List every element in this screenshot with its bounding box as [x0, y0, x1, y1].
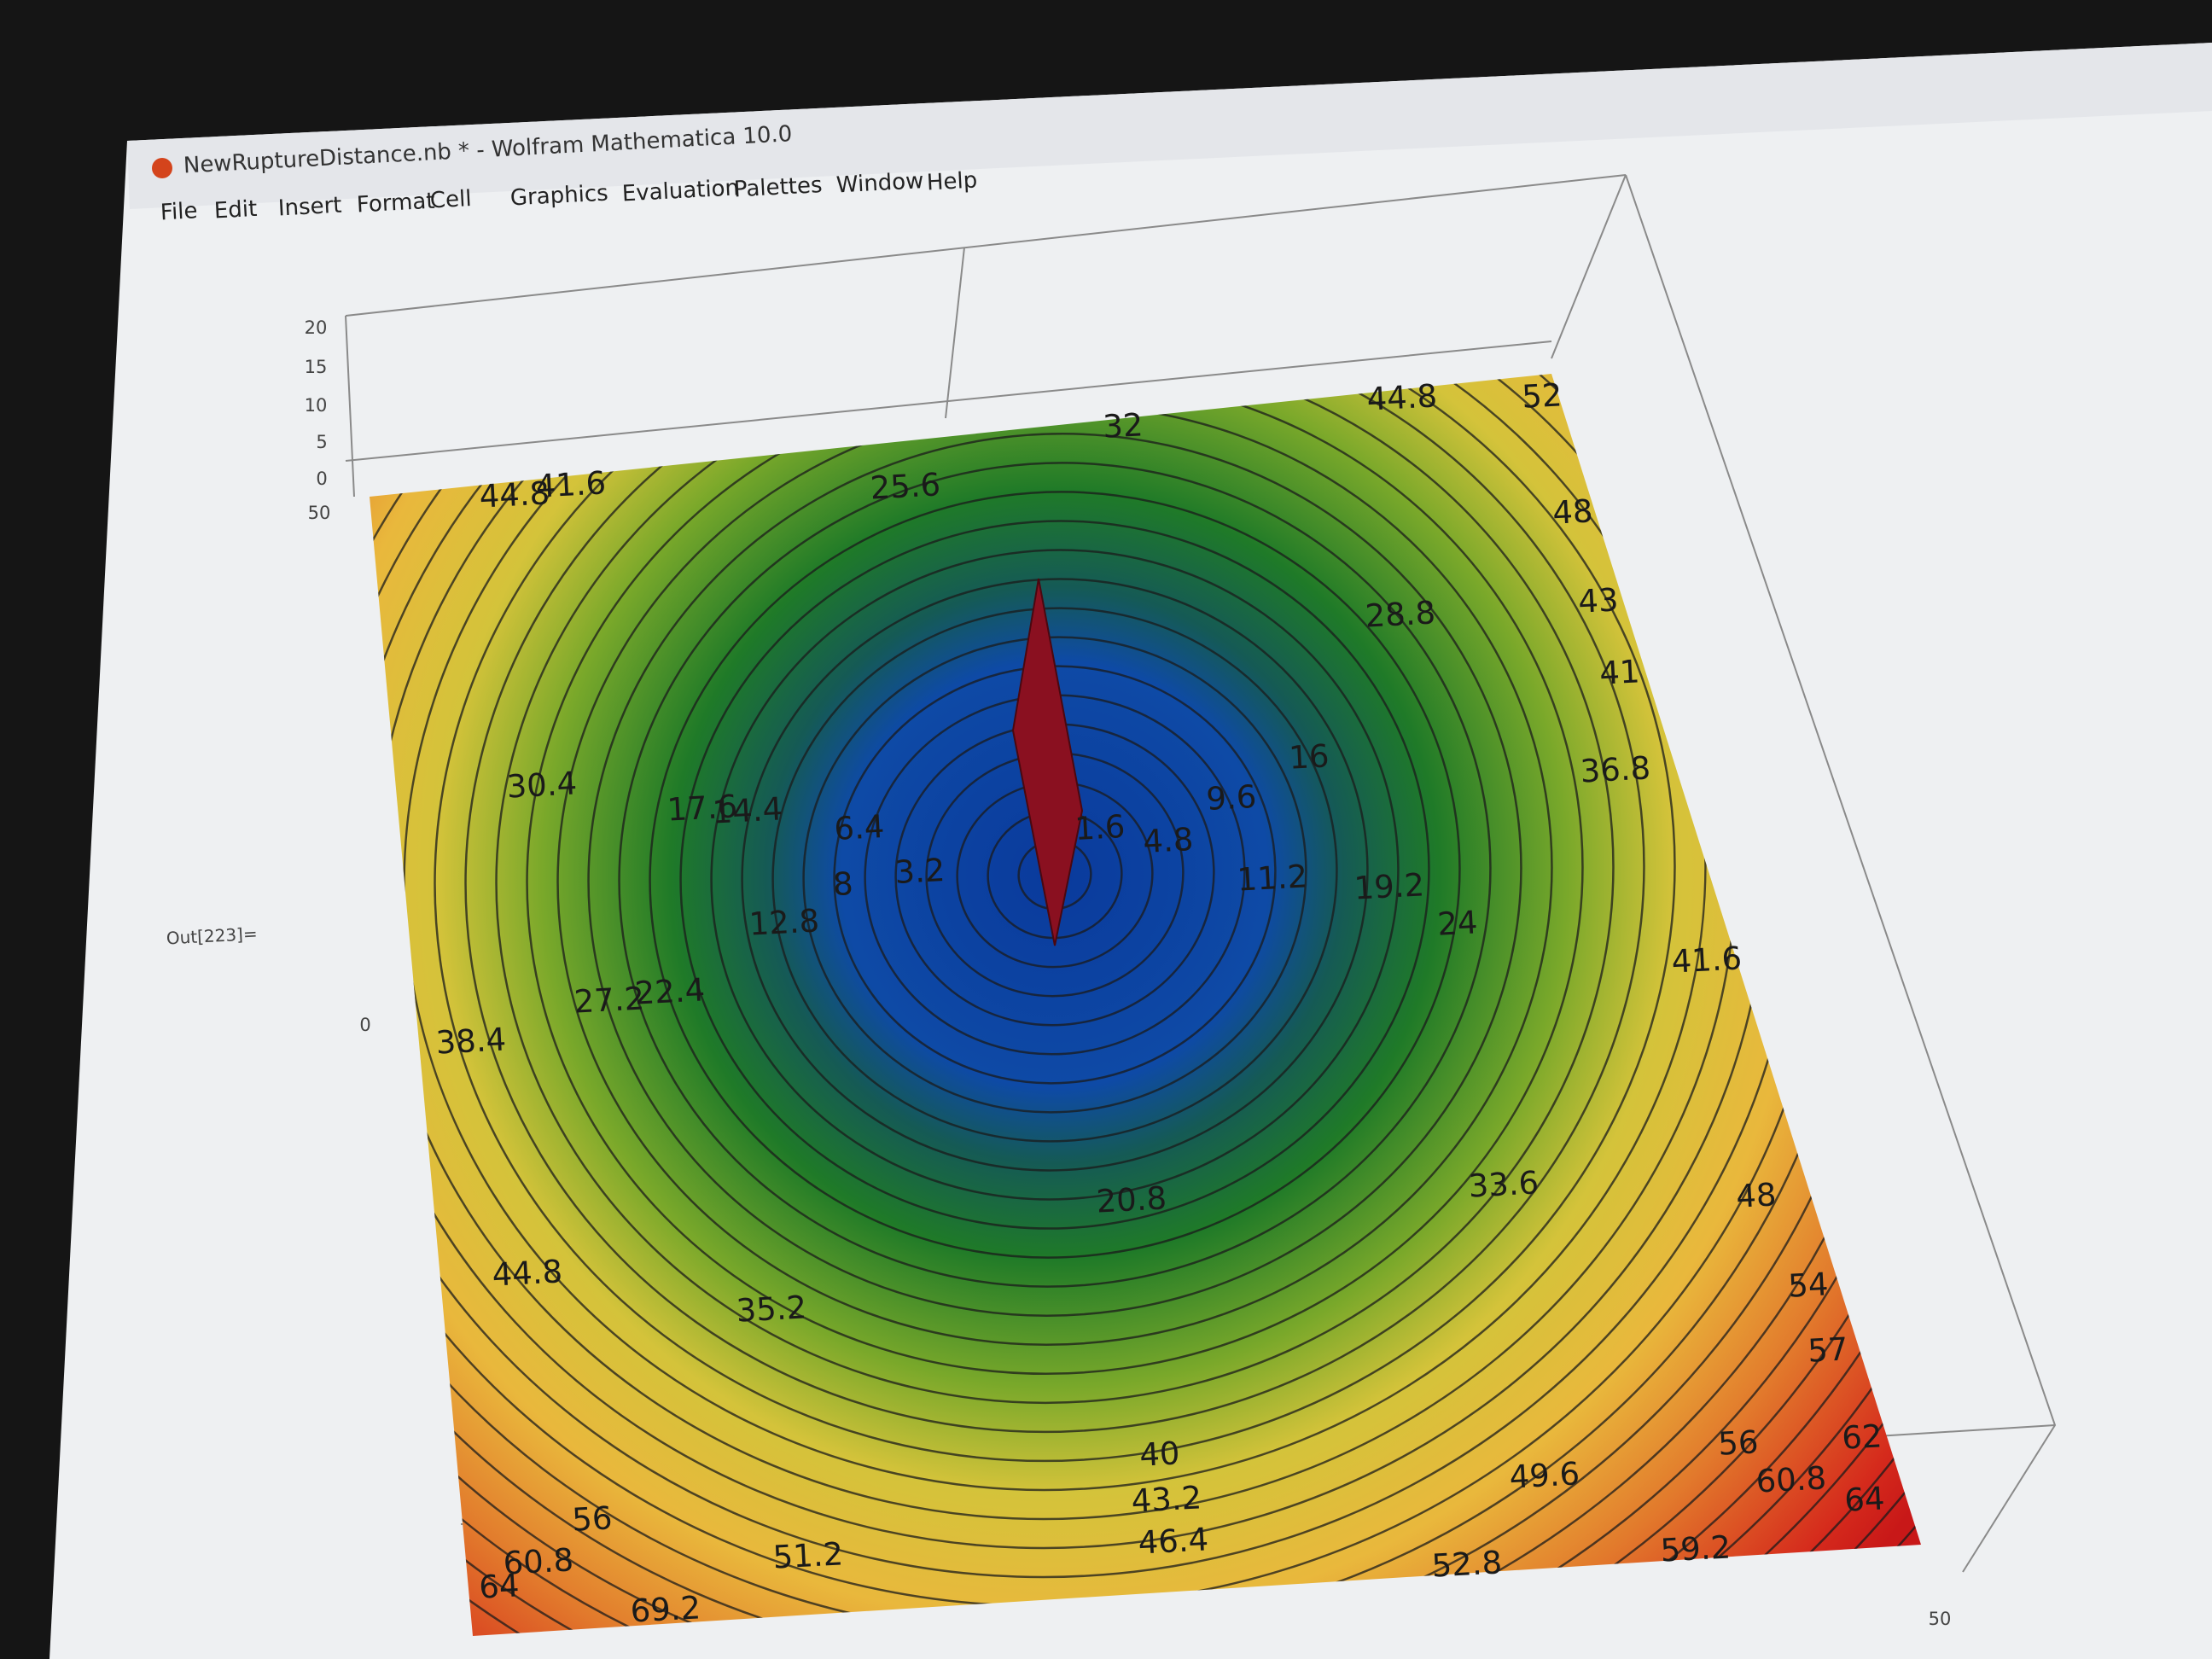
contour-label: 33.6 [1468, 1164, 1540, 1204]
contour-label: 6.4 [833, 808, 885, 847]
z-tick-label: 10 [305, 395, 328, 416]
contour-label: 35.2 [736, 1289, 808, 1329]
contour-label: 69.2 [630, 1589, 702, 1629]
contour-label: 17.6 [667, 788, 739, 828]
contour-label: 24 [1436, 904, 1478, 942]
y-tick-label: 50 [308, 503, 331, 523]
menu-item[interactable]: Cell [429, 186, 472, 214]
x-tick-label: 50 [1929, 1609, 1952, 1629]
contour-ring [649, 491, 1461, 1259]
contour-label: 48 [1735, 1176, 1777, 1214]
contour-label: 19.2 [1353, 866, 1426, 906]
contour-label: 52 [1521, 376, 1563, 415]
contour-label: 8 [832, 865, 854, 903]
contour-ring [434, 374, 1676, 1463]
menu-item[interactable]: Palettes [733, 172, 823, 202]
menu-item[interactable]: File [160, 198, 198, 225]
contour-label: 43.2 [1131, 1479, 1203, 1519]
contour-ring [495, 374, 1615, 1404]
contour-label: 51.2 [772, 1535, 845, 1575]
contour-ring [587, 433, 1522, 1317]
z-tick-label: 15 [305, 357, 328, 377]
contour-label: 1.6 [1074, 808, 1126, 847]
contour-ring [802, 636, 1307, 1114]
contour-label: 43 [1577, 581, 1619, 620]
contour-label: 14.4 [712, 790, 784, 830]
contour-label: 44.8 [1366, 377, 1439, 417]
contour-label: 62 [1841, 1417, 1883, 1456]
contour-label: 11.2 [1237, 858, 1309, 898]
app-icon [152, 158, 172, 178]
contour-ring [679, 520, 1430, 1230]
contour-label: 22.4 [634, 971, 707, 1011]
contour-label: 38.4 [435, 1021, 508, 1061]
menu-item[interactable]: Evaluation [621, 175, 740, 207]
contour-label: 28.8 [1365, 594, 1437, 634]
contour-ring [618, 462, 1492, 1288]
contour-label: 64 [1843, 1480, 1885, 1518]
contour-label: 30.4 [506, 765, 579, 805]
contour-label: 27.2 [573, 980, 646, 1020]
contour-label: 60.8 [1755, 1459, 1828, 1499]
contour-plot [370, 374, 1921, 1636]
output-label: Out[223]= [166, 923, 258, 949]
contour-label: 41.6 [535, 464, 608, 504]
contour-label: 40 [1138, 1435, 1180, 1473]
contour-label: 3.2 [894, 852, 946, 891]
title-bar [127, 43, 2212, 209]
contour-label: 59.2 [1660, 1528, 1732, 1569]
contour-label: 46.4 [1138, 1521, 1210, 1561]
contour-label: 52.8 [1431, 1544, 1504, 1584]
contour-label: 12.8 [748, 902, 821, 942]
contour-label: 49.6 [1509, 1455, 1581, 1495]
z-tick-label: 5 [316, 432, 327, 452]
contour-label: 36.8 [1580, 749, 1652, 789]
fault-plane [1011, 578, 1084, 946]
contour-label: 25.6 [870, 466, 942, 506]
z-tick-label: 20 [305, 317, 328, 338]
menu-item[interactable]: Insert [277, 193, 342, 222]
contour-label: 4.8 [1142, 821, 1194, 860]
contour-label: 41 [1598, 653, 1640, 691]
contour-label: 64 [478, 1567, 520, 1605]
contour-label: 16 [1288, 737, 1330, 776]
y-tick-label: 0 [359, 1015, 370, 1035]
contour-label: 56 [571, 1499, 613, 1538]
menu-item[interactable]: Format [356, 189, 435, 218]
contour-label: 9.6 [1205, 778, 1257, 818]
contour-label: 41.6 [1671, 940, 1743, 980]
contour-ring [710, 549, 1400, 1201]
contour-ring [771, 607, 1338, 1143]
contour-ring [741, 578, 1369, 1172]
menu-item[interactable]: Graphics [509, 181, 608, 212]
contour-label: 44.8 [492, 1253, 564, 1293]
contour-label: 44.8 [479, 474, 551, 515]
contour-label: 32 [1102, 406, 1144, 445]
menu-item[interactable]: Window [835, 168, 924, 198]
contour-label: 57 [1807, 1330, 1848, 1369]
contour-label: 48 [1551, 492, 1593, 531]
contour-label: 54 [1787, 1266, 1829, 1304]
z-tick-label: 0 [316, 469, 327, 489]
contour-label: 20.8 [1096, 1179, 1168, 1220]
menu-item[interactable]: Help [926, 167, 978, 195]
menu-item[interactable]: Edit [213, 196, 258, 224]
contour-ring [464, 374, 1645, 1434]
contour-label: 56 [1717, 1423, 1759, 1462]
contour-label: 60.8 [503, 1541, 575, 1581]
